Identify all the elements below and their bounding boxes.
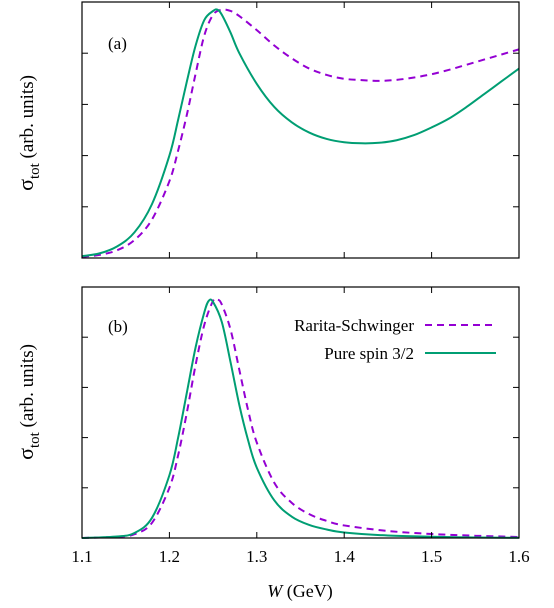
panel-b-y-label-main: σ	[13, 448, 38, 460]
x-tick-label-5: 1.6	[508, 547, 529, 566]
panel-b-y-label-units: (arb. units)	[17, 344, 38, 432]
x-axis-label: W (GeV)	[267, 581, 332, 602]
panel-b-y-label-sub: tot	[27, 431, 43, 448]
panel-a-ticks	[81, 2, 520, 258]
panel-b-label: (b)	[108, 317, 128, 336]
panel-b-series-pure-spin	[81, 298, 520, 539]
panel-a-frame	[81, 1, 520, 259]
legend: Rarita-Schwinger Pure spin 3/2	[294, 316, 496, 363]
panel-a-y-label-main: σ	[13, 179, 38, 191]
x-tick-label-4: 1.5	[421, 547, 442, 566]
panel-a-y-label-units: (arb. units)	[17, 75, 38, 163]
x-label-variable: W	[267, 581, 284, 601]
x-label-units: (GeV)	[282, 581, 332, 602]
x-tick-label-3: 1.4	[334, 547, 356, 566]
panel-a-y-label-sub: tot	[27, 162, 43, 179]
panel-b: σtot (arb. units) 1.1 1.2 1.3 1.4 1.5 1.6 (b)…	[13, 286, 530, 602]
panel-b-y-axis-label: σtot (arb. units)	[13, 344, 43, 460]
panel-a-curves	[81, 8, 520, 258]
panel-a-series-pure-spin	[81, 8, 520, 258]
panel-a-series-rarita-schwinger	[81, 8, 520, 258]
x-tick-label-2: 1.3	[246, 547, 267, 566]
x-tick-label-0: 1.1	[71, 547, 92, 566]
panel-a: σtot (arb. units) (a)	[13, 1, 520, 259]
x-tick-label-1: 1.2	[159, 547, 180, 566]
panel-a-y-axis-label: σtot (arb. units)	[13, 75, 43, 191]
legend-label-pure-spin: Pure spin 3/2	[324, 344, 414, 363]
legend-label-rarita-schwinger: Rarita-Schwinger	[294, 316, 414, 335]
panel-b-frame	[81, 286, 520, 539]
panel-b-series-rarita-schwinger	[81, 297, 520, 539]
panel-a-label: (a)	[108, 34, 127, 53]
panel-b-x-tick-labels: 1.1 1.2 1.3 1.4 1.5 1.6	[71, 547, 529, 566]
